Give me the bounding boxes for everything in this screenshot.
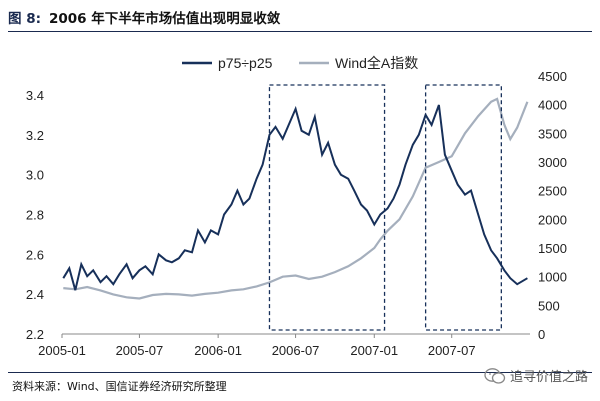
wechat-icon <box>484 367 506 384</box>
y-right-tick-label: 4000 <box>538 98 567 113</box>
y-left-tick-label: 2.4 <box>26 287 44 302</box>
x-tick-label: 2005-07 <box>116 343 164 358</box>
title-divider <box>8 31 592 32</box>
footer-divider <box>8 372 592 373</box>
line-chart: 2.2 2.4 2.6 2.8 3.0 3.2 3.4 0 500 1000 1500 2000 250… <box>26 55 567 358</box>
x-tick-label: 2005-01 <box>38 343 86 358</box>
watermark: 追寻价值之路 <box>484 366 588 385</box>
highlight-box-2 <box>424 84 502 331</box>
y-right-tick-label: 0 <box>538 327 545 342</box>
source-note: 资料来源：Wind、国信证券经济研究所整理 <box>12 380 227 393</box>
y-left-tick-label: 3.4 <box>26 88 44 103</box>
y-left-tick-label: 2.6 <box>26 247 44 262</box>
x-tick-label: 2007-07 <box>428 343 476 358</box>
y-right-tick-label: 2000 <box>538 212 567 227</box>
watermark-text: 追寻价值之路 <box>509 370 588 385</box>
highlight-box-1 <box>268 84 386 331</box>
legend-label-wind-a: Wind全A指数 <box>335 55 418 71</box>
series-line-wind-a <box>63 97 529 300</box>
y-left-tick-label: 3.0 <box>26 168 44 183</box>
y-left-tick-label: 2.8 <box>26 208 44 223</box>
figure-title-text: 2006 年下半年市场估值出现明显收敛 <box>49 11 281 27</box>
y-right-tick-label: 1500 <box>538 241 567 256</box>
series-line-p75-p25 <box>62 104 528 291</box>
x-tick-label: 2007-01 <box>350 343 398 358</box>
y-right-tick-label: 500 <box>538 298 560 313</box>
y-left-tick-label: 2.2 <box>26 327 44 342</box>
y-left-tick-label: 3.2 <box>26 128 44 143</box>
figure-label: 图 8: <box>8 11 41 27</box>
y-right-tick-label: 3500 <box>538 126 567 141</box>
y-right-tick-label: 4500 <box>538 69 567 84</box>
y-right-tick-label: 2500 <box>538 184 567 199</box>
y-right-tick-label: 3000 <box>538 155 567 170</box>
y-right-tick-label: 1000 <box>538 270 567 285</box>
x-tick-label: 2006-07 <box>272 343 320 358</box>
figure-title: 图 8: 2006 年下半年市场估值出现明显收敛 <box>8 6 592 28</box>
legend-label-p75-p25: p75÷p25 <box>218 55 273 71</box>
x-tick-label: 2006-01 <box>194 343 242 358</box>
